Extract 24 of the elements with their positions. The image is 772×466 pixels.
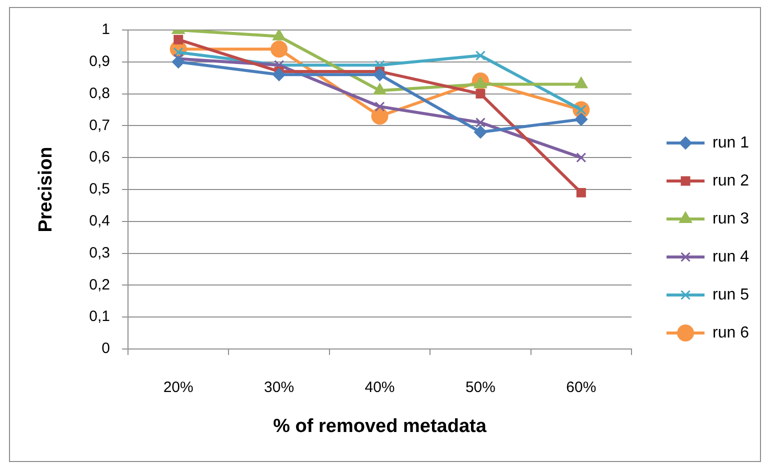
legend-label: run 6 — [712, 324, 750, 342]
x-tick-label: 30% — [264, 379, 294, 396]
legend-label: run 2 — [712, 172, 750, 190]
y-tick-label: 0,9 — [89, 53, 110, 70]
y-tick-label: 0,2 — [89, 276, 110, 294]
y-tick-label: 0,3 — [89, 244, 110, 262]
x-tick-label: 40% — [364, 379, 395, 396]
y-tick-label: 0,7 — [89, 116, 110, 134]
y-tick-label: 0,1 — [89, 308, 110, 326]
y-tick-label: 0,4 — [89, 212, 110, 230]
y-tick-label: 0,6 — [89, 148, 110, 166]
y-tick-label: 0,5 — [89, 180, 110, 198]
legend-label: run 3 — [712, 210, 750, 228]
y-tick-label: 0,8 — [89, 84, 110, 102]
y-tick-label: 0 — [102, 340, 110, 358]
y-tick-label: 1 — [102, 21, 110, 38]
x-tick-label: 20% — [163, 379, 194, 396]
y-axis-title: Precision — [36, 146, 57, 232]
x-tick-label: 60% — [566, 379, 596, 396]
legend-label: run 1 — [712, 134, 750, 152]
x-axis-title: % of removed metadata — [273, 416, 487, 437]
legend-label: run 4 — [712, 248, 750, 266]
x-tick-label: 50% — [465, 379, 496, 396]
legend-label: run 5 — [712, 286, 750, 304]
